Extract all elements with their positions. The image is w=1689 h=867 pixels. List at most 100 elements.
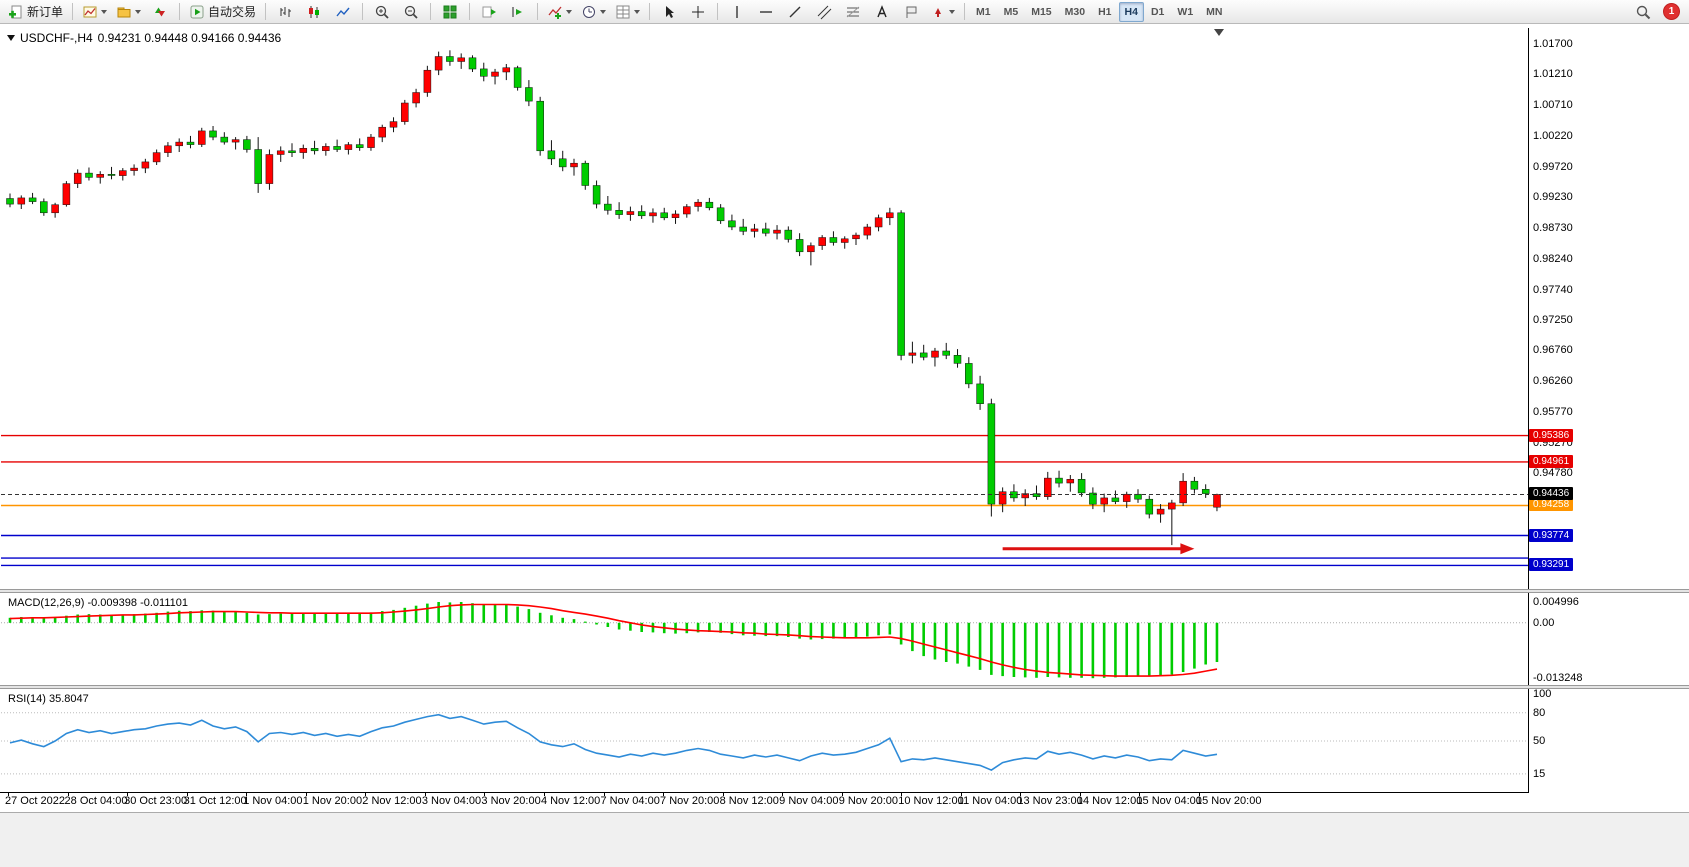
candle-bearish [965, 363, 973, 385]
indicators-icon [547, 4, 563, 20]
bar-chart-button[interactable] [271, 1, 299, 23]
candle-bearish [40, 201, 48, 214]
new-chart-button[interactable] [78, 1, 111, 23]
candle-bearish [581, 162, 590, 186]
candle-bullish [874, 217, 883, 228]
macd-plot[interactable] [0, 594, 1529, 686]
vertical-line-button[interactable] [723, 1, 751, 23]
periods-button[interactable] [577, 1, 610, 23]
candle-bearish [220, 136, 229, 143]
main-chart-plot[interactable] [0, 28, 1529, 590]
timeframe-d1[interactable]: D1 [1150, 5, 1165, 18]
timeframe-m1[interactable]: M1 [976, 5, 991, 18]
candle-bullish [863, 226, 872, 236]
chart-symbol-period: USDCHF-,H4 [20, 31, 93, 45]
candle-bullish [998, 491, 1007, 505]
tile-windows-button[interactable] [436, 1, 464, 23]
search-button[interactable] [1629, 1, 1657, 23]
auto-scroll-button[interactable] [475, 1, 503, 23]
toolbar-separator [179, 3, 181, 20]
bar-chart-icon [277, 4, 293, 20]
arrows-button[interactable] [926, 1, 959, 23]
crosshair-button[interactable] [684, 1, 712, 23]
candle-bearish [976, 383, 984, 404]
notification-badge[interactable]: 1 [1664, 4, 1679, 19]
auto-scroll-icon [481, 4, 497, 20]
panel-divider[interactable] [0, 589, 1689, 593]
text-tool-button[interactable] [868, 1, 896, 23]
candle-bearish [536, 100, 544, 152]
panel-divider[interactable] [0, 685, 1689, 689]
candle-bullish [1100, 497, 1108, 505]
candle-bullish [457, 57, 465, 62]
templates-button[interactable] [611, 1, 644, 23]
cursor-button[interactable] [655, 1, 683, 23]
line-chart-button[interactable] [329, 1, 357, 23]
trendline-button[interactable] [781, 1, 809, 23]
candle-bullish [141, 161, 150, 169]
symbol-dropdown-icon[interactable] [7, 35, 15, 41]
candle-bearish [243, 139, 251, 150]
profiles-button[interactable] [112, 1, 145, 23]
text-label-button[interactable] [897, 1, 925, 23]
indicators-button[interactable] [543, 1, 576, 23]
timeframe-m30[interactable]: M30 [1064, 5, 1086, 18]
zoom-out-button[interactable] [397, 1, 425, 23]
candle-bullish [750, 228, 759, 232]
candle-bearish [728, 220, 736, 228]
zoom-in-icon [374, 4, 390, 20]
channel-button[interactable] [810, 1, 838, 23]
toolbar-separator [537, 3, 539, 20]
market-watch-icon [152, 4, 168, 20]
autotrading-button[interactable]: 自动交易 [185, 1, 260, 23]
candle-bearish [1055, 477, 1063, 484]
candle-bullish [299, 148, 308, 153]
chevron-down-icon [135, 9, 142, 14]
arrow-object-head[interactable] [1180, 543, 1195, 555]
market-watch-button[interactable] [146, 1, 174, 23]
zoom-in-button[interactable] [368, 1, 396, 23]
candle-chart-button[interactable] [300, 1, 328, 23]
horizontal-line-button[interactable] [752, 1, 780, 23]
candle-bullish [1066, 479, 1075, 484]
periods-icon [581, 4, 597, 20]
new-order-button[interactable]: 新订单 [4, 1, 67, 23]
candle-bullish [1021, 493, 1029, 499]
candle-bullish [164, 145, 172, 153]
chevron-down-icon [634, 9, 641, 14]
timeframe-mn[interactable]: MN [1206, 5, 1223, 18]
candle-bullish [649, 212, 657, 217]
toolbar-separator [265, 3, 267, 20]
candle-bearish [604, 203, 612, 211]
candle-bullish [502, 67, 511, 73]
candle-bearish [919, 352, 928, 358]
tile-windows-icon [442, 4, 458, 20]
candle-bullish [1213, 494, 1221, 508]
timeframe-h4[interactable]: H4 [1118, 1, 1144, 22]
candle-bullish [51, 204, 59, 214]
fibonacci-button[interactable] [839, 1, 867, 23]
timeframe-w1[interactable]: W1 [1177, 5, 1194, 18]
candle-bearish [829, 237, 838, 243]
window-bottom-area [0, 812, 1689, 867]
candle-bearish [762, 228, 770, 234]
chart-shift-marker[interactable] [1214, 29, 1224, 36]
candle-bearish [660, 212, 668, 219]
candle-bearish [355, 144, 364, 148]
candle-bullish [378, 126, 386, 138]
rsi-line [9, 713, 1218, 772]
candle-bearish [480, 68, 488, 77]
main-toolbar: 新订单 自动交易 [0, 0, 1689, 24]
candle-bullish [840, 238, 849, 243]
timeframe-m15[interactable]: M15 [1031, 5, 1052, 18]
chart-shift-button[interactable] [504, 1, 532, 23]
timeframe-h1[interactable]: H1 [1098, 5, 1112, 18]
candle-bullish [671, 213, 680, 218]
candle-bullish [73, 172, 82, 184]
timeframe-m5[interactable]: M5 [1003, 5, 1019, 18]
new-order-label: 新订单 [27, 5, 64, 19]
candle-bullish [389, 121, 398, 128]
chevron-down-icon [600, 9, 607, 14]
candle-bearish [446, 56, 454, 62]
rsi-plot[interactable] [0, 690, 1529, 792]
